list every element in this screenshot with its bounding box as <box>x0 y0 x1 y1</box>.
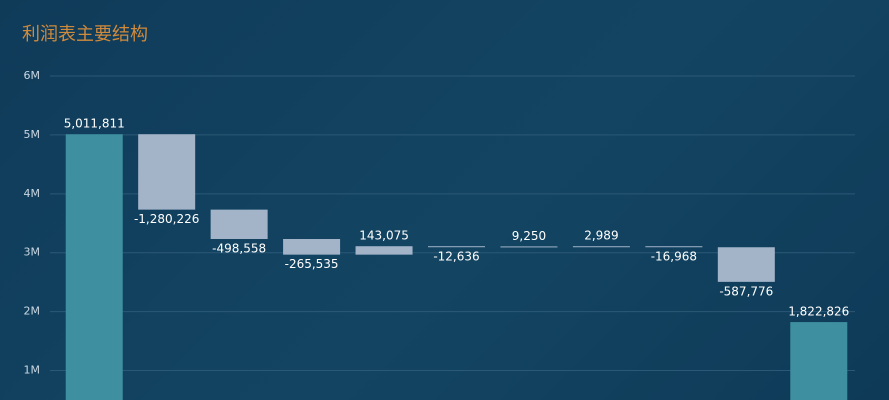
data-label: 143,075 <box>359 229 409 243</box>
bar <box>65 134 123 400</box>
y-tick-label: 3M <box>24 246 41 259</box>
y-tick-label: 5M <box>24 128 41 141</box>
chart-title: 利润表主要结构 <box>22 24 148 45</box>
data-label: -12,636 <box>433 249 479 263</box>
y-tick-label: 2M <box>24 305 41 318</box>
data-label: 1,822,826 <box>788 305 849 319</box>
bar <box>138 134 196 210</box>
bar <box>210 209 268 239</box>
data-label: 9,250 <box>512 229 546 243</box>
data-label: -1,280,226 <box>134 212 199 226</box>
y-tick-label: 6M <box>24 69 41 82</box>
data-label: 5,011,811 <box>64 117 125 131</box>
bar <box>500 246 558 248</box>
data-label: -16,968 <box>651 250 697 264</box>
bar <box>572 246 630 248</box>
bar <box>355 246 413 255</box>
data-label: -498,558 <box>212 241 266 255</box>
data-label: -587,776 <box>719 284 773 298</box>
y-tick-label: 4M <box>24 187 41 200</box>
y-tick-label: 1M <box>24 364 41 377</box>
data-label: -265,535 <box>285 257 339 271</box>
bar <box>283 238 341 255</box>
bar <box>717 247 775 282</box>
bar <box>428 246 485 248</box>
data-label: 2,989 <box>584 229 618 243</box>
bar <box>790 322 848 400</box>
bar <box>645 246 703 248</box>
